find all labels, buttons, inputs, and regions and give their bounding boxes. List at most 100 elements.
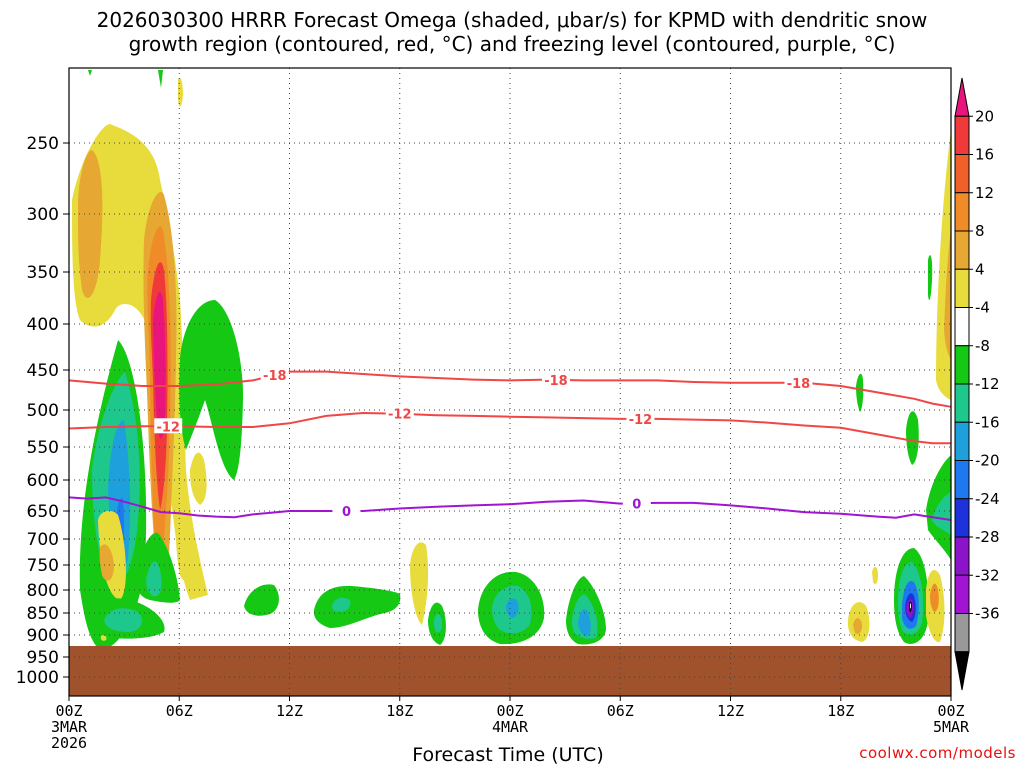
omega-region-green <box>313 585 401 628</box>
contour-layer: -18 -18 -18 -12 -12 -12 0 0 <box>68 367 952 521</box>
y-tick-label: 250 <box>27 134 59 154</box>
omega-region-yellow <box>175 509 188 580</box>
omega-region-yellow <box>178 77 183 107</box>
colorbar-swatch <box>954 345 970 385</box>
contour-line <box>68 370 952 408</box>
omega-region-gold <box>78 150 103 299</box>
x-tick-label: 18Z <box>386 702 413 720</box>
y-tick-label: 850 <box>27 604 59 624</box>
chart-title-line-2: growth region (contoured, red, °C) and f… <box>128 32 896 56</box>
omega-region-green <box>179 300 244 480</box>
x-tick-label: 12Z <box>717 702 744 720</box>
colorbar-swatch <box>954 460 970 500</box>
contour-label-bg <box>626 410 655 426</box>
y-tick-label: 300 <box>27 205 59 225</box>
y-tick-label: 700 <box>27 530 59 550</box>
y-tick-label: 550 <box>27 438 59 458</box>
y-tick-label: 1000 <box>16 668 59 688</box>
colorbar-swatch <box>954 498 970 538</box>
x-tick-label: 4MAR <box>492 718 529 736</box>
colorbar-label: -8 <box>975 337 990 355</box>
contour-label: -18 <box>544 374 568 389</box>
omega-region-gold <box>99 544 114 581</box>
contour-label: -12 <box>156 420 180 435</box>
x-tick-label: 00Z <box>937 702 964 720</box>
omega-region-teal <box>332 597 351 612</box>
colorbar-label: -4 <box>975 299 990 317</box>
credit-text: coolwx.com/models <box>859 744 1016 762</box>
contour-line <box>68 411 951 445</box>
colorbar-swatch <box>954 154 970 194</box>
colorbar-label: 12 <box>975 184 994 202</box>
omega-region-yellow <box>410 542 429 625</box>
contour-label: -12 <box>629 413 653 428</box>
omega-region-yellow <box>190 452 207 505</box>
x-tick-label: 3MAR <box>51 718 88 736</box>
contour-label-bg <box>332 503 361 518</box>
colorbar-label: 4 <box>975 260 985 278</box>
chart-title-line-1: 2026030300 HRRR Forecast Omega (shaded, … <box>96 8 928 32</box>
contour-label: 0 <box>632 497 641 512</box>
colorbar-label: -16 <box>975 413 1000 431</box>
x-tick-label: 00Z <box>496 702 523 720</box>
colorbar-swatch <box>954 536 970 576</box>
omega-region-teal <box>104 608 143 632</box>
terrain-block <box>69 646 951 696</box>
y-tick-label: 950 <box>27 648 59 668</box>
contour-label-bg <box>385 405 414 421</box>
colorbar-label: 20 <box>975 107 994 125</box>
x-tick-label: 06Z <box>166 702 193 720</box>
grid-lines <box>69 68 951 696</box>
omega-region-yellow <box>872 566 878 584</box>
colorbar-swatch <box>954 268 970 308</box>
omega-region-yellow <box>72 124 208 600</box>
contour-label: 0 <box>342 505 351 520</box>
colorbar-label: -28 <box>975 528 1000 546</box>
omega-region-teal <box>434 614 443 633</box>
colorbar-label: -32 <box>975 566 1000 584</box>
colorbar-swatch <box>954 230 970 270</box>
contour-label: -18 <box>263 369 287 384</box>
omega-region-white <box>910 603 911 609</box>
y-axis-labels: 2503003504004505005506006507007508008509… <box>16 134 59 688</box>
x-tick-label: 06Z <box>607 702 634 720</box>
y-tick-label: 500 <box>27 401 59 421</box>
colorbar-label: -36 <box>975 605 1000 623</box>
y-tick-label: 600 <box>27 471 59 491</box>
colorbar-swatch <box>954 192 970 232</box>
omega-region-teal <box>932 492 951 535</box>
colorbar-swatch <box>954 651 970 691</box>
colorbar-label: 16 <box>975 146 994 164</box>
colorbar-swatch <box>954 77 970 117</box>
x-tick-label: 00Z <box>55 702 82 720</box>
colorbar-swatch <box>954 383 970 423</box>
contour-label: -12 <box>388 408 412 423</box>
omega-region-green <box>906 411 919 465</box>
colorbar-label: 8 <box>975 222 985 240</box>
omega-region-green <box>158 70 163 88</box>
x-tick-label: 5MAR <box>933 718 970 736</box>
omega-region-green <box>88 70 92 76</box>
contour-label-bg <box>260 367 289 383</box>
y-tick-label: 450 <box>27 361 59 381</box>
colorbar-label: -20 <box>975 452 1000 470</box>
y-tick-label: 750 <box>27 556 59 576</box>
colorbar: 20 16 12 8 4 -4 -8 -12 -16 -20 -24 -28 -32 -36 <box>954 77 1000 691</box>
y-tick-label: 900 <box>27 626 59 646</box>
colorbar-swatch <box>954 307 970 347</box>
omega-shading-layer <box>72 70 951 650</box>
contour-line <box>68 496 952 521</box>
contour-label-bg <box>154 418 183 434</box>
colorbar-swatch <box>954 115 970 155</box>
colorbar-swatch <box>954 574 970 614</box>
y-tick-label: 800 <box>27 581 59 601</box>
contour-label: -18 <box>787 377 811 392</box>
contour-label-bg <box>784 374 813 390</box>
omega-region-green <box>856 373 864 412</box>
y-tick-label: 350 <box>27 263 59 283</box>
x-tick-label: 18Z <box>827 702 854 720</box>
omega-region-gold <box>944 230 951 360</box>
x-tick-label: 12Z <box>276 702 303 720</box>
